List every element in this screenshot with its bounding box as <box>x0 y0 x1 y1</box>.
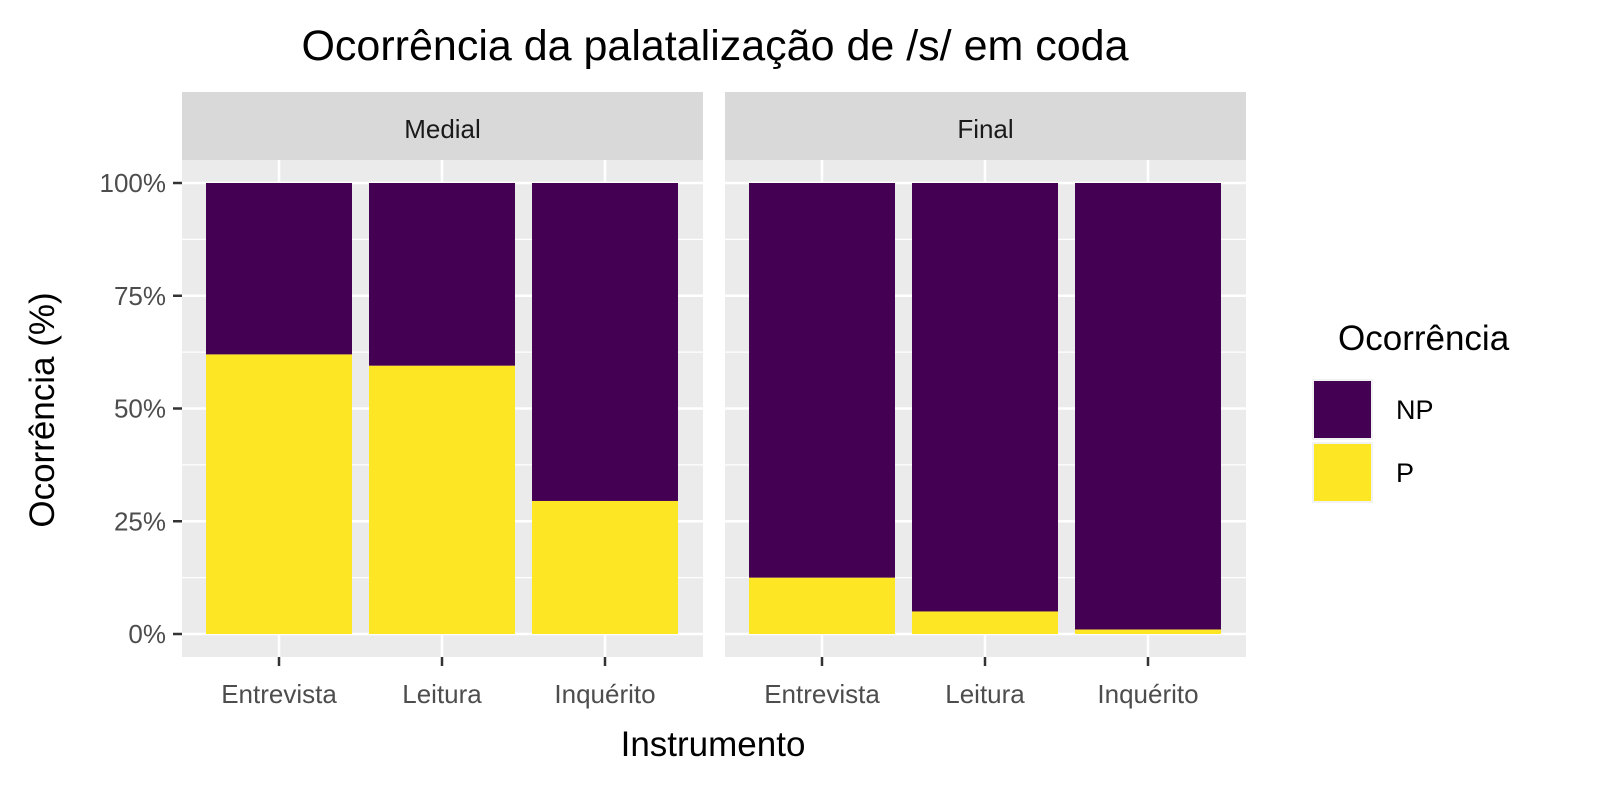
bar-p-inquérito <box>532 500 678 634</box>
y-axis: 0% 25% 50% 75% 100% <box>100 168 182 649</box>
y-tick-label: 100% <box>100 168 167 198</box>
legend: Ocorrência NP P <box>1312 319 1510 503</box>
bar-p-entrevista <box>749 577 895 634</box>
x-tick-label: Entrevista <box>764 679 880 709</box>
legend-label-np: NP <box>1396 395 1434 425</box>
bar-p-leitura <box>912 611 1058 634</box>
bar-np-leitura <box>369 183 515 366</box>
bar-p-entrevista <box>206 354 352 634</box>
bar-p-leitura <box>369 365 515 634</box>
y-tick-label: 50% <box>114 394 166 424</box>
facet-strip <box>725 92 1246 160</box>
facet-strip-label: Medial <box>404 114 481 144</box>
bar-np-inquérito <box>1075 183 1221 630</box>
y-tick-label: 25% <box>114 506 166 536</box>
legend-swatch-p <box>1314 444 1371 501</box>
chart-title: Ocorrência da palatalização de /s/ em co… <box>301 22 1128 70</box>
x-tick-label: Inquérito <box>1097 679 1198 709</box>
x-axis-title: Instrumento <box>621 725 806 764</box>
bar-p-inquérito <box>1075 629 1221 634</box>
y-tick-label: 0% <box>128 619 166 649</box>
legend-items: NP P <box>1312 379 1434 503</box>
x-tick-label: Inquérito <box>554 679 655 709</box>
facet-strip <box>182 92 703 160</box>
x-tick-label: Leitura <box>945 679 1025 709</box>
bar-np-entrevista <box>206 183 352 355</box>
x-tick-label: Leitura <box>402 679 482 709</box>
bar-np-entrevista <box>749 183 895 578</box>
legend-title: Ocorrência <box>1338 319 1510 358</box>
x-tick-label: Entrevista <box>221 679 337 709</box>
bar-np-leitura <box>912 183 1058 612</box>
y-tick-label: 75% <box>114 281 166 311</box>
facet-panel-final: Final Entrevista Leitura Inquérito <box>725 92 1246 709</box>
legend-swatch-np <box>1314 381 1371 438</box>
facet-panel-medial: Medial Entrevista Leitura Inquérito <box>182 92 703 709</box>
facet-strip-label: Final <box>957 114 1013 144</box>
y-axis-title: Ocorrência (%) <box>23 292 62 527</box>
facets: Medial Entrevista Leitura Inquérito Final Ent… <box>100 92 1246 709</box>
legend-label-p: P <box>1396 458 1414 488</box>
bar-np-inquérito <box>532 183 678 501</box>
